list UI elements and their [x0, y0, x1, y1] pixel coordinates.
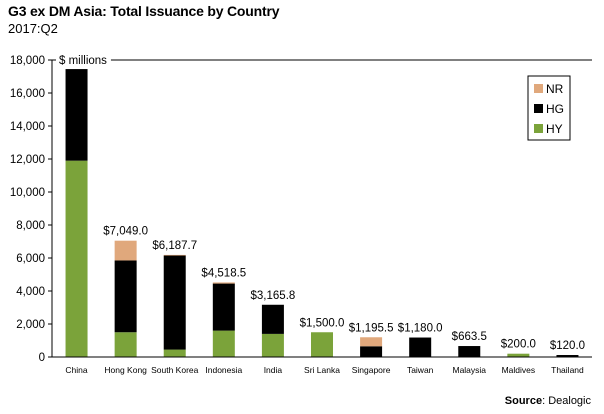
y-axis-unit-label: $ millions	[59, 55, 107, 67]
y-tick-label: 6,000	[16, 253, 45, 265]
legend-label-hg: HG	[546, 102, 564, 116]
y-tick-label: 12,000	[10, 154, 45, 166]
data-label: $7,049.0	[103, 226, 148, 238]
x-tick-label: Singapore	[352, 365, 391, 375]
x-tick-label: Thailand	[551, 365, 584, 375]
legend-label-hy: HY	[546, 122, 563, 136]
bar-hy-indonesia	[212, 330, 235, 357]
data-labels: $7,049.0 $6,187.7 $4,518.5 $3,165.8 $1,500.0…	[103, 226, 585, 352]
y-tick-label: 0	[39, 352, 45, 364]
x-tick-label: Indonesia	[205, 365, 242, 375]
bar-hg-thailand	[556, 355, 579, 357]
y-tick-label: 14,000	[10, 121, 45, 133]
bar-hy-sri-lanka	[311, 332, 333, 357]
bar-nr-singapore	[360, 337, 383, 347]
data-label: $6,187.7	[152, 240, 197, 252]
data-label: $120.0	[550, 340, 585, 352]
y-tick-label: 18,000	[10, 55, 45, 67]
x-tick-label: Taiwan	[407, 365, 434, 375]
x-tick-label: South Korea	[151, 365, 199, 375]
y-tick-label: 8,000	[16, 220, 45, 232]
bar-hy-india	[261, 333, 284, 357]
data-label: $663.5	[452, 331, 487, 343]
bar-hy-maldives	[507, 353, 530, 357]
bar-hg-south-korea	[163, 255, 186, 350]
data-label: $1,180.0	[398, 323, 443, 335]
bar-hy-south-korea	[163, 349, 186, 357]
legend-swatch-hg	[534, 104, 543, 113]
x-tick-label: India	[264, 365, 283, 375]
bar-nr-south-korea	[163, 254, 186, 256]
bar-hg-malaysia	[458, 346, 481, 357]
x-tick-label: Malaysia	[452, 365, 486, 375]
y-tick-label: 10,000	[10, 187, 45, 199]
chart-title: G3 ex DM Asia: Total Issuance by Country	[8, 3, 280, 19]
data-label: $1,195.5	[349, 322, 394, 334]
bar-hg-taiwan	[409, 337, 432, 357]
bar-hg-singapore	[360, 346, 383, 357]
bar-hg-china	[65, 69, 88, 161]
bar-hg-india	[261, 304, 284, 334]
bars	[65, 69, 579, 357]
x-tick-label: Sri Lanka	[304, 365, 340, 375]
bar-hg-indonesia	[212, 283, 235, 331]
legend-swatch-nr	[534, 84, 543, 93]
chart-subtitle: 2017:Q2	[8, 21, 58, 36]
source-label: Source	[504, 395, 543, 407]
legend: NR HG HY	[527, 75, 571, 141]
bar-nr-hong-kong	[114, 240, 137, 261]
x-tick-label: China	[65, 365, 87, 375]
data-label: $200.0	[501, 339, 536, 351]
x-tick-label: Hong Kong	[104, 365, 147, 375]
legend-label-nr: NR	[546, 82, 564, 96]
bar-hy-china	[65, 160, 88, 357]
data-label: $4,518.5	[201, 267, 246, 279]
x-tick-label: Maldives	[502, 365, 536, 375]
bar-nr-indonesia	[212, 282, 235, 284]
y-axis: 0 2,000 4,000 6,000 8,000 10,000 12,000 14,000 1…	[10, 55, 592, 364]
x-axis: China Hong Kong South Korea Indonesia India S…	[52, 356, 592, 375]
y-tick-label: 4,000	[16, 286, 45, 298]
data-label: $3,165.8	[251, 290, 296, 302]
source-text: : Dealogic	[542, 395, 591, 407]
y-tick-label: 2,000	[16, 319, 45, 331]
y-tick-label: 16,000	[10, 88, 45, 100]
legend-swatch-hy	[534, 124, 543, 133]
bar-hy-hong-kong	[114, 332, 137, 357]
data-label: $1,500.0	[300, 317, 345, 329]
source-note: Source: Dealogic	[505, 395, 591, 407]
bar-hg-hong-kong	[114, 260, 137, 333]
